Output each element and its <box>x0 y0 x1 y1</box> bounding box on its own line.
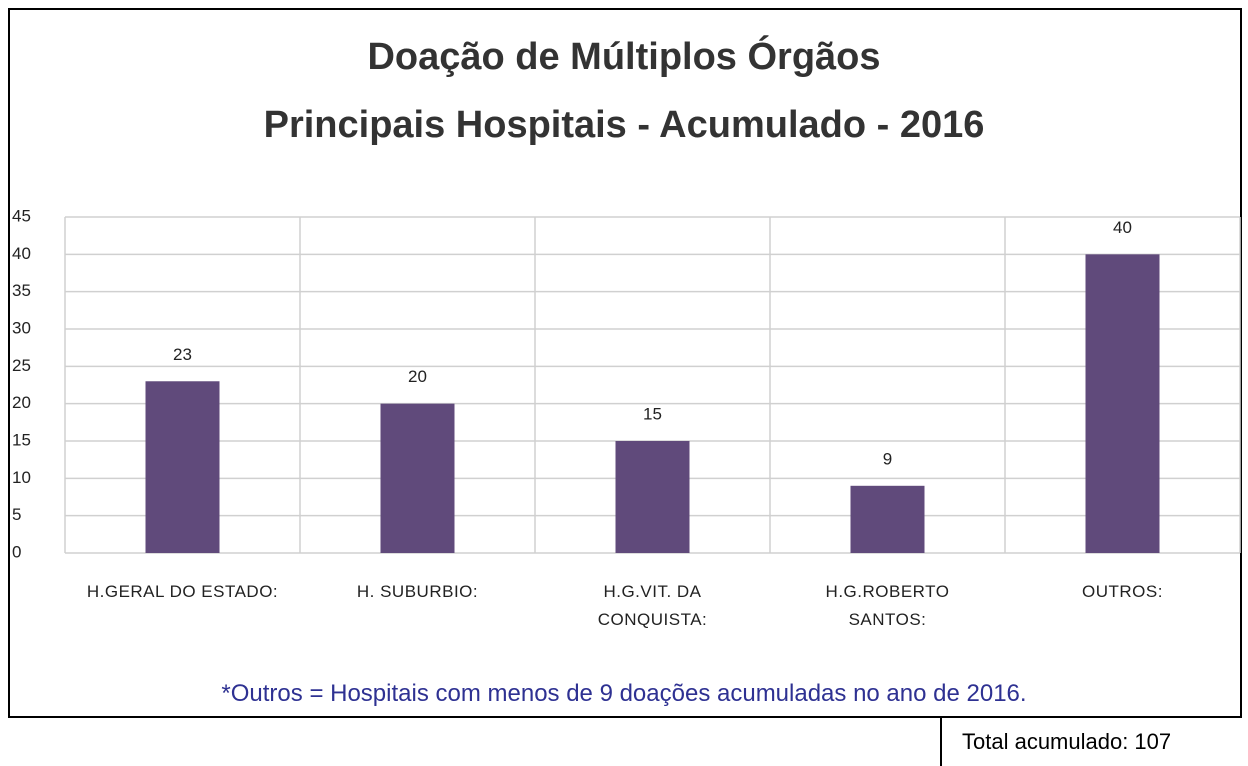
y-tick-label: 40 <box>12 244 31 263</box>
x-tick-label: H.GERAL DO ESTADO: <box>86 582 279 601</box>
y-tick-label: 35 <box>12 281 31 300</box>
y-tick-label: 30 <box>12 318 31 337</box>
bar <box>1085 254 1160 554</box>
chart-title: Doação de Múltiplos Órgãos <box>367 36 881 78</box>
y-tick-label: 25 <box>12 356 31 375</box>
y-tick-label: 0 <box>12 542 21 561</box>
total-box: Total acumulado: 107 <box>940 718 1248 766</box>
x-tick-label: H. SUBURBIO: <box>356 582 479 601</box>
x-tick-label: OUTROS: <box>1082 582 1163 601</box>
y-tick-label: 45 <box>12 206 31 225</box>
y-tick-label: 5 <box>12 505 21 524</box>
y-tick-label: 10 <box>12 468 31 487</box>
data-label: 9 <box>883 449 892 468</box>
y-tick-label: 20 <box>12 393 31 412</box>
y-tick-label: 15 <box>12 430 31 449</box>
bar <box>850 485 925 553</box>
bar <box>145 381 220 553</box>
footnote: *Outros = Hospitais com menos de 9 doaçõ… <box>221 680 1027 707</box>
data-label: 20 <box>408 367 427 386</box>
bar <box>380 403 455 553</box>
data-label: 15 <box>643 404 662 423</box>
x-tick-label: H.G.VIT. DA CONQUISTA: <box>597 582 708 629</box>
x-tick-label: H.G.ROBERTO SANTOS: <box>825 582 950 629</box>
bar <box>615 441 690 553</box>
chart-subtitle: Principais Hospitais - Acumulado - 2016 <box>263 104 985 146</box>
chart-frame <box>8 8 1242 718</box>
data-label: 40 <box>1113 218 1132 237</box>
data-label: 23 <box>173 345 192 364</box>
